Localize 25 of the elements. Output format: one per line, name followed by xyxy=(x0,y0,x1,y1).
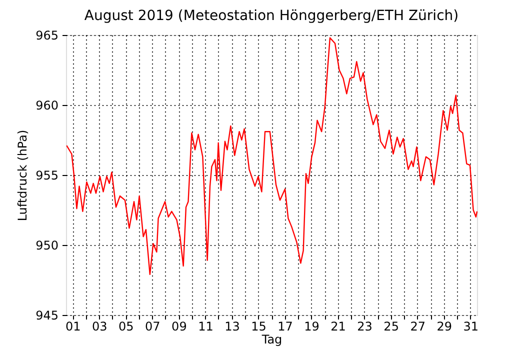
x-tick-label: 03 xyxy=(92,320,108,334)
x-tick-label: 15 xyxy=(251,320,266,334)
y-tick-label: 965 xyxy=(36,28,58,42)
x-tick-label: 07 xyxy=(145,320,160,334)
x-tick-label: 21 xyxy=(330,320,346,334)
x-tick-label: 29 xyxy=(436,320,452,334)
x-tick-label: 23 xyxy=(357,320,372,334)
x-tick-label: 13 xyxy=(224,320,240,334)
x-tick-label: 01 xyxy=(65,320,81,334)
x-tick-label: 25 xyxy=(384,320,399,334)
chart-title: August 2019 (Meteostation Hönggerberg/ETH Zürich) xyxy=(84,8,459,24)
y-tick-label: 945 xyxy=(36,308,58,322)
x-axis-title: Tag xyxy=(260,332,282,346)
y-tick-label: 960 xyxy=(36,98,58,112)
line-series xyxy=(66,37,478,275)
x-tick-label: 05 xyxy=(118,320,134,334)
y-tick-label: 955 xyxy=(36,168,58,182)
x-tick-label: 27 xyxy=(410,320,426,334)
x-tick-label: 31 xyxy=(463,320,479,334)
x-tick-label: 17 xyxy=(278,320,293,334)
x-tick-label: 09 xyxy=(172,320,187,334)
x-tick-label: 11 xyxy=(198,320,214,334)
y-axis-title: Luftdruck (hPa) xyxy=(16,130,30,222)
y-tick-label: 950 xyxy=(36,238,58,252)
x-tick-label: 19 xyxy=(304,320,320,334)
